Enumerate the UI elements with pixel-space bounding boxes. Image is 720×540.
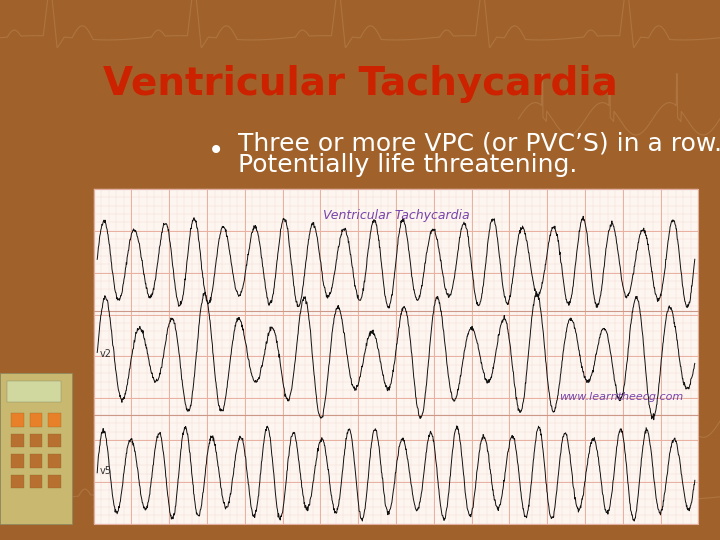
Bar	[11, 434, 24, 447]
Bar	[11, 413, 24, 427]
Bar	[48, 475, 61, 488]
Text: Ventricular Tachycardia: Ventricular Tachycardia	[323, 210, 469, 222]
Bar	[0, 373, 72, 524]
Bar	[94, 189, 698, 524]
Bar	[11, 475, 24, 488]
Text: www.learntheecg.com: www.learntheecg.com	[559, 392, 683, 402]
Bar	[30, 454, 42, 468]
Bar	[30, 475, 42, 488]
Bar	[48, 454, 61, 468]
Text: Ventricular Tachycardia: Ventricular Tachycardia	[103, 65, 617, 103]
Bar	[11, 454, 24, 468]
Bar	[30, 434, 42, 447]
Bar	[48, 434, 61, 447]
Text: Three or more VPC (or PVC’S) in a row.: Three or more VPC (or PVC’S) in a row.	[238, 131, 720, 155]
Text: •: •	[208, 137, 224, 165]
Bar	[7, 381, 61, 402]
Text: v2: v2	[99, 349, 112, 359]
Bar	[30, 413, 42, 427]
Bar	[48, 413, 61, 427]
Text: Potentially life threatening.: Potentially life threatening.	[238, 153, 577, 177]
Text: v5: v5	[99, 466, 112, 476]
